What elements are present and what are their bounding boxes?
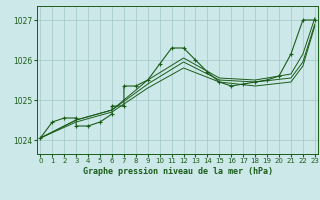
X-axis label: Graphe pression niveau de la mer (hPa): Graphe pression niveau de la mer (hPa) bbox=[83, 167, 273, 176]
